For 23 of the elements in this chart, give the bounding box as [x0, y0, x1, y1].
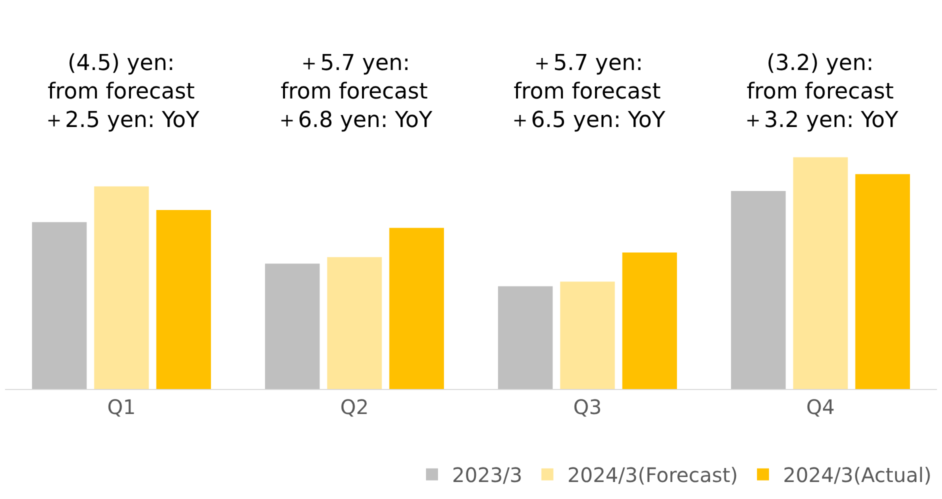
- x-tick-label: Q2: [340, 395, 369, 419]
- bar: [265, 264, 320, 389]
- legend-label: 2023/3: [452, 463, 522, 488]
- bar: [327, 257, 382, 389]
- x-tick-label: Q3: [573, 395, 602, 419]
- x-tick-label: Q1: [107, 395, 136, 419]
- text: ＋5.7 yen: from forecast ＋6.8 yen: YoY: [276, 51, 433, 134]
- bar: [622, 252, 677, 389]
- bar: [498, 286, 553, 389]
- legend-label: 2024/3(Forecast): [567, 463, 738, 488]
- bar: [32, 222, 87, 389]
- bar: [156, 210, 211, 389]
- bar: [855, 174, 910, 389]
- bar: [793, 157, 848, 389]
- bar: [94, 186, 149, 389]
- legend-label: 2024/3(Actual): [782, 463, 932, 488]
- text: (3.2) yen: from forecast ＋3.2 yen: YoY: [742, 51, 899, 134]
- bar: [731, 191, 786, 389]
- bar: [389, 228, 444, 389]
- x-tick-label: Q4: [806, 395, 835, 419]
- text: (4.5) yen: from forecast ＋2.5 yen: YoY: [43, 51, 200, 134]
- text: ＋5.7 yen: from forecast ＋6.5 yen: YoY: [509, 51, 666, 134]
- bar: [560, 282, 615, 389]
